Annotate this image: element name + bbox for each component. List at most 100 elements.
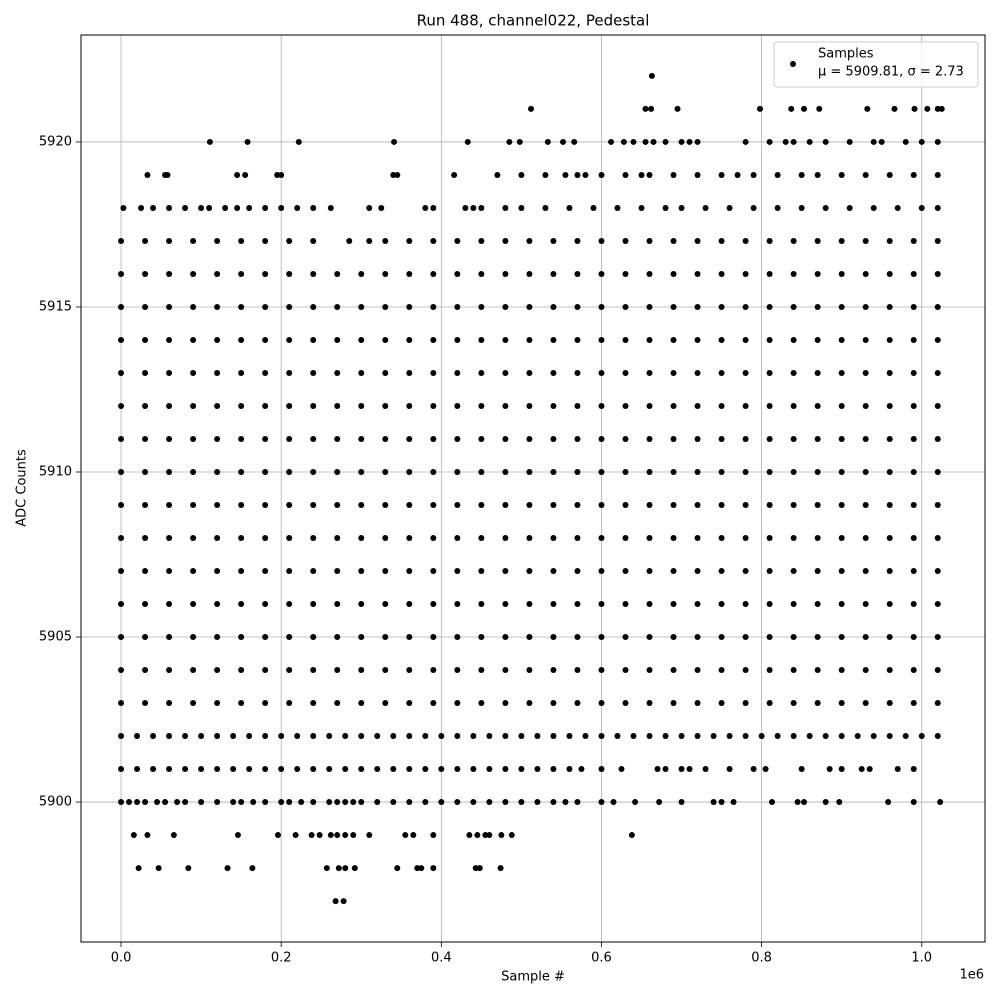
- sample-point: [526, 568, 533, 575]
- sample-point: [910, 766, 917, 773]
- sample-point: [934, 667, 941, 674]
- sample-point: [838, 270, 845, 277]
- sample-point: [332, 898, 339, 905]
- sample-point: [790, 634, 797, 641]
- sample-point: [934, 336, 941, 343]
- sample-point: [334, 502, 341, 509]
- sample-point: [662, 204, 669, 211]
- sample-point: [286, 303, 293, 310]
- sample-point: [566, 204, 573, 211]
- sample-point: [550, 700, 557, 707]
- sample-point: [334, 832, 341, 839]
- sample-point: [574, 634, 581, 641]
- sample-point: [526, 700, 533, 707]
- sample-point: [438, 766, 445, 773]
- sample-point: [162, 799, 169, 806]
- sample-point: [750, 171, 757, 178]
- sample-point: [470, 204, 477, 211]
- sample-point: [142, 667, 149, 674]
- sample-point: [466, 832, 473, 839]
- sample-point: [142, 303, 149, 310]
- sample-point: [486, 832, 493, 839]
- sample-point: [742, 601, 749, 608]
- sample-point: [782, 138, 789, 145]
- sample-point: [742, 336, 749, 343]
- sample-point: [662, 766, 669, 773]
- sample-point: [454, 502, 461, 509]
- sample-point: [214, 303, 221, 310]
- sample-point: [286, 601, 293, 608]
- sample-point: [862, 601, 869, 608]
- sample-point: [166, 535, 173, 542]
- sample-point: [630, 733, 637, 740]
- sample-point: [262, 700, 269, 707]
- sample-point: [430, 435, 437, 442]
- sample-point: [550, 667, 557, 674]
- sample-point: [182, 204, 189, 211]
- sample-point: [382, 601, 389, 608]
- sample-point: [574, 667, 581, 674]
- sample-point: [934, 535, 941, 542]
- sample-point: [214, 402, 221, 409]
- sample-point: [526, 601, 533, 608]
- sample-point: [550, 237, 557, 244]
- sample-point: [526, 634, 533, 641]
- sample-point: [166, 468, 173, 475]
- sample-point: [886, 369, 893, 376]
- sample-point: [454, 733, 461, 740]
- sample-point: [166, 237, 173, 244]
- sample-point: [327, 832, 334, 839]
- sample-point: [494, 171, 501, 178]
- sample-point: [550, 601, 557, 608]
- sample-point: [862, 535, 869, 542]
- sample-point: [190, 336, 197, 343]
- sample-point: [310, 601, 317, 608]
- sample-point: [910, 369, 917, 376]
- sample-point: [870, 204, 877, 211]
- sample-point: [582, 733, 589, 740]
- sample-point: [886, 171, 893, 178]
- sample-point: [838, 601, 845, 608]
- sample-point: [382, 502, 389, 509]
- sample-point: [214, 369, 221, 376]
- sample-point: [382, 700, 389, 707]
- sample-point: [502, 733, 509, 740]
- sample-point: [527, 105, 534, 112]
- sample-point: [118, 568, 125, 575]
- sample-point: [694, 468, 701, 475]
- sample-point: [238, 700, 245, 707]
- sample-point: [574, 502, 581, 509]
- sample-point: [430, 369, 437, 376]
- sample-point: [694, 171, 701, 178]
- sample-point: [214, 766, 221, 773]
- sample-point: [130, 832, 137, 839]
- sample-point: [274, 832, 281, 839]
- sample-point: [622, 402, 629, 409]
- sample-point: [278, 204, 285, 211]
- sample-point: [406, 700, 413, 707]
- sample-point: [790, 369, 797, 376]
- sample-point: [430, 700, 437, 707]
- sample-point: [470, 799, 477, 806]
- sample-point: [142, 700, 149, 707]
- sample-point: [598, 766, 605, 773]
- sample-point: [822, 138, 829, 145]
- sample-point: [766, 502, 773, 509]
- sample-point: [406, 799, 413, 806]
- sample-point: [144, 171, 151, 178]
- sample-point: [742, 468, 749, 475]
- sample-point: [814, 171, 821, 178]
- sample-point: [574, 799, 581, 806]
- y-tick-label: 5900: [39, 795, 72, 810]
- sample-point: [390, 799, 397, 806]
- sample-point: [838, 303, 845, 310]
- sample-point: [542, 204, 549, 211]
- sample-point: [742, 502, 749, 509]
- sample-point: [430, 270, 437, 277]
- sample-point: [214, 237, 221, 244]
- sample-point: [766, 601, 773, 608]
- sample-point: [454, 667, 461, 674]
- sample-point: [406, 568, 413, 575]
- sample-point: [262, 568, 269, 575]
- sample-point: [238, 799, 245, 806]
